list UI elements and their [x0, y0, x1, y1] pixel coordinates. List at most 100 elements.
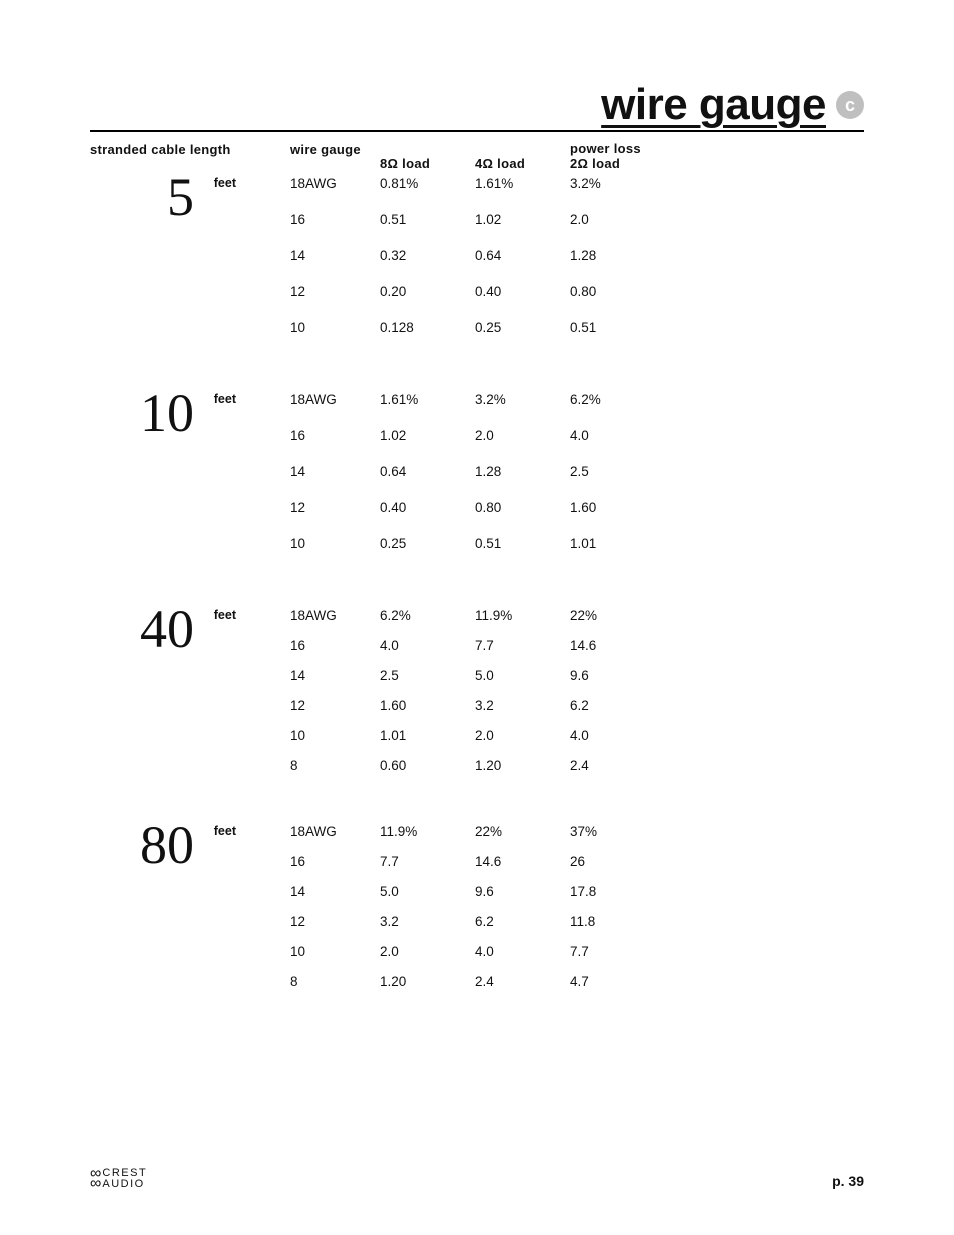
cell-8ohm: 0.25	[380, 536, 475, 551]
page: wire gauge c stranded cable length wire …	[0, 0, 954, 1235]
cell-4ohm: 2.0	[475, 728, 570, 743]
cell-2ohm: 2.5	[570, 464, 665, 479]
col-header-4ohm-label: 4Ω load	[475, 157, 570, 172]
cell-gauge: 10	[290, 944, 380, 959]
cell-2ohm: 6.2%	[570, 392, 665, 407]
header-title-wrap: wire gauge c	[591, 80, 864, 130]
cell-gauge: 10	[290, 536, 380, 551]
table-row: 18AWG0.81%1.61%3.2%	[290, 176, 864, 212]
table-row: 140.320.641.28	[290, 248, 864, 284]
cell-8ohm: 0.128	[380, 320, 475, 335]
cell-8ohm: 0.81%	[380, 176, 475, 191]
header-rule	[90, 130, 864, 132]
rows: 18AWG6.2%11.9%22%164.07.714.6142.55.09.6…	[290, 608, 864, 788]
rows: 18AWG11.9%22%37%167.714.626145.09.617.81…	[290, 824, 864, 1004]
cell-8ohm: 1.01	[380, 728, 475, 743]
cell-8ohm: 6.2%	[380, 608, 475, 623]
page-number: p. 39	[832, 1173, 864, 1189]
cell-gauge: 18AWG	[290, 176, 380, 191]
table-row: 145.09.617.8	[290, 884, 864, 914]
cell-4ohm: 14.6	[475, 854, 570, 869]
cell-gauge: 12	[290, 284, 380, 299]
cell-8ohm: 0.40	[380, 500, 475, 515]
cell-2ohm: 1.60	[570, 500, 665, 515]
appendix-badge-letter: c	[845, 95, 855, 116]
cell-4ohm: 6.2	[475, 914, 570, 929]
cell-gauge: 18AWG	[290, 824, 380, 839]
cell-gauge: 18AWG	[290, 608, 380, 623]
table-row: 121.603.26.2	[290, 698, 864, 728]
table-row: 142.55.09.6	[290, 668, 864, 698]
cell-2ohm: 4.0	[570, 428, 665, 443]
cell-4ohm: 1.28	[475, 464, 570, 479]
cell-4ohm: 1.20	[475, 758, 570, 773]
cell-8ohm: 0.51	[380, 212, 475, 227]
cell-4ohm: 22%	[475, 824, 570, 839]
logo-mark-icon: ∞∞	[90, 1169, 99, 1188]
table-row: 100.1280.250.51	[290, 320, 864, 356]
logo-top: CREST	[102, 1168, 147, 1178]
length-cell: 80feet	[90, 824, 290, 1004]
sections-container: 5feet18AWG0.81%1.61%3.2%160.511.022.0140…	[90, 176, 864, 1004]
cell-gauge: 12	[290, 698, 380, 713]
cell-2ohm: 4.0	[570, 728, 665, 743]
cell-2ohm: 7.7	[570, 944, 665, 959]
table-row: 102.04.07.7	[290, 944, 864, 974]
cell-4ohm: 1.61%	[475, 176, 570, 191]
cell-4ohm: 0.51	[475, 536, 570, 551]
cell-gauge: 14	[290, 248, 380, 263]
cell-2ohm: 14.6	[570, 638, 665, 653]
cell-gauge: 10	[290, 728, 380, 743]
cell-8ohm: 1.61%	[380, 392, 475, 407]
cell-gauge: 16	[290, 428, 380, 443]
cell-2ohm: 2.4	[570, 758, 665, 773]
cell-gauge: 10	[290, 320, 380, 335]
cell-8ohm: 11.9%	[380, 824, 475, 839]
section: 10feet18AWG1.61%3.2%6.2%161.022.04.0140.…	[90, 392, 864, 572]
table-row: 100.250.511.01	[290, 536, 864, 572]
cell-4ohm: 2.4	[475, 974, 570, 989]
cell-gauge: 12	[290, 914, 380, 929]
col-header-4ohm: x 4Ω load	[475, 142, 570, 172]
cell-gauge: 16	[290, 212, 380, 227]
rows: 18AWG0.81%1.61%3.2%160.511.022.0140.320.…	[290, 176, 864, 356]
cell-2ohm: 2.0	[570, 212, 665, 227]
cell-8ohm: 1.60	[380, 698, 475, 713]
cell-4ohm: 5.0	[475, 668, 570, 683]
col-header-2ohm: power loss 2Ω load	[570, 142, 665, 172]
cell-8ohm: 4.0	[380, 638, 475, 653]
cell-gauge: 16	[290, 854, 380, 869]
cell-2ohm: 0.51	[570, 320, 665, 335]
table-row: 123.26.211.8	[290, 914, 864, 944]
cell-gauge: 16	[290, 638, 380, 653]
section: 40feet18AWG6.2%11.9%22%164.07.714.6142.5…	[90, 608, 864, 788]
table-row: 18AWG1.61%3.2%6.2%	[290, 392, 864, 428]
table-row: 140.641.282.5	[290, 464, 864, 500]
section: 5feet18AWG0.81%1.61%3.2%160.511.022.0140…	[90, 176, 864, 356]
cell-4ohm: 0.40	[475, 284, 570, 299]
cell-8ohm: 2.5	[380, 668, 475, 683]
cell-4ohm: 3.2	[475, 698, 570, 713]
cell-2ohm: 17.8	[570, 884, 665, 899]
length-unit: feet	[214, 176, 236, 190]
table-row: 167.714.626	[290, 854, 864, 884]
length-unit: feet	[214, 392, 236, 406]
length-cell: 10feet	[90, 392, 290, 572]
cell-gauge: 8	[290, 974, 380, 989]
cell-4ohm: 9.6	[475, 884, 570, 899]
table-row: 120.400.801.60	[290, 500, 864, 536]
col-header-2ohm-label: 2Ω load	[570, 157, 665, 172]
section: 80feet18AWG11.9%22%37%167.714.626145.09.…	[90, 824, 864, 1004]
length-cell: 5feet	[90, 176, 290, 356]
length-cell: 40feet	[90, 608, 290, 788]
cell-8ohm: 0.60	[380, 758, 475, 773]
cell-2ohm: 9.6	[570, 668, 665, 683]
cell-4ohm: 11.9%	[475, 608, 570, 623]
col-header-powerloss: power loss	[570, 142, 665, 157]
cell-4ohm: 4.0	[475, 944, 570, 959]
cell-2ohm: 0.80	[570, 284, 665, 299]
cell-2ohm: 3.2%	[570, 176, 665, 191]
table-row: 164.07.714.6	[290, 638, 864, 668]
cell-gauge: 8	[290, 758, 380, 773]
length-number: 5	[114, 170, 194, 224]
